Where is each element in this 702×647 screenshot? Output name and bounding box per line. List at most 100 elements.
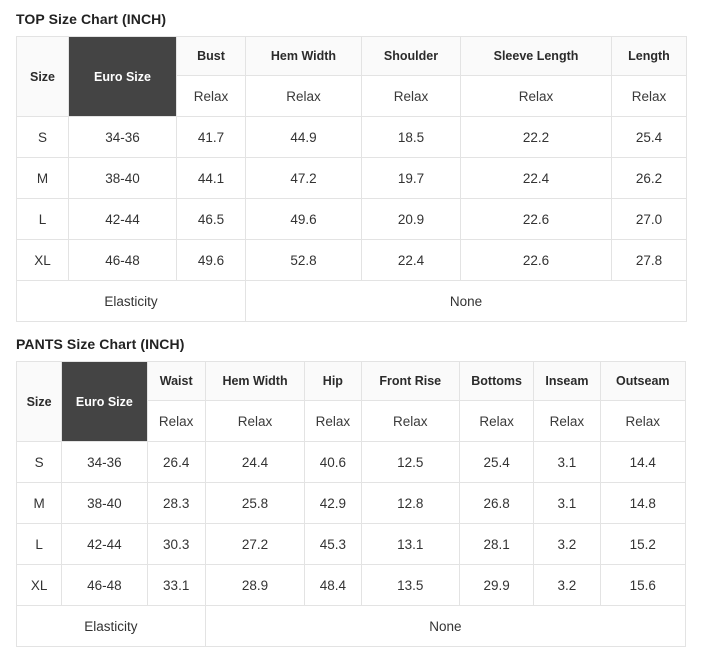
header-metric-sleeve-length: Sleeve Length bbox=[460, 36, 612, 76]
cell-measurement: 27.8 bbox=[611, 239, 687, 281]
cell-measurement: 27.2 bbox=[204, 523, 306, 565]
header-row-fit: Relax Relax Relax Relax Relax Relax Relax bbox=[17, 400, 687, 442]
cell-euro-size: 38-40 bbox=[68, 157, 177, 199]
cell-measurement: 25.4 bbox=[458, 441, 535, 483]
cell-euro-size: 38-40 bbox=[61, 482, 148, 524]
cell-measurement: 27.0 bbox=[611, 198, 687, 240]
header-metric-shoulder: Shoulder bbox=[361, 36, 461, 76]
header-fit-label: Relax bbox=[304, 400, 362, 442]
cell-measurement: 15.2 bbox=[599, 523, 687, 565]
cell-measurement: 24.4 bbox=[204, 441, 306, 483]
cell-measurement: 52.8 bbox=[245, 239, 362, 281]
cell-measurement: 12.5 bbox=[360, 441, 460, 483]
cell-measurement: 40.6 bbox=[304, 441, 362, 483]
header-fit-label: Relax bbox=[204, 400, 306, 442]
cell-measurement: 22.4 bbox=[460, 157, 612, 199]
header-metric-hem-width: Hem Width bbox=[204, 361, 306, 401]
cell-measurement: 14.4 bbox=[599, 441, 687, 483]
cell-measurement: 26.2 bbox=[611, 157, 687, 199]
cell-measurement: 25.4 bbox=[611, 116, 687, 158]
header-fit-label: Relax bbox=[599, 400, 687, 442]
cell-measurement: 20.9 bbox=[361, 198, 461, 240]
cell-measurement: 22.6 bbox=[460, 239, 612, 281]
cell-measurement: 3.1 bbox=[533, 441, 601, 483]
header-metric-inseam: Inseam bbox=[533, 361, 601, 401]
cell-size: L bbox=[16, 198, 69, 240]
table-row: M 38-40 28.3 25.8 42.9 12.8 26.8 3.1 14.8 bbox=[15, 482, 687, 524]
cell-measurement: 28.9 bbox=[204, 564, 306, 606]
header-metric-waist: Waist bbox=[146, 361, 206, 401]
header-fit-label: Relax bbox=[533, 400, 601, 442]
header-fit-label: Relax bbox=[146, 400, 206, 442]
header-metric-outseam: Outseam bbox=[599, 361, 687, 401]
elasticity-value: None bbox=[245, 280, 687, 322]
cell-measurement: 41.7 bbox=[176, 116, 246, 158]
cell-size: S bbox=[15, 441, 63, 483]
cell-euro-size: 46-48 bbox=[68, 239, 177, 281]
cell-measurement: 44.9 bbox=[245, 116, 362, 158]
table-row: XL 46-48 49.6 52.8 22.4 22.6 27.8 bbox=[16, 239, 687, 281]
header-size: Size bbox=[16, 36, 69, 117]
cell-measurement: 3.2 bbox=[533, 564, 601, 606]
cell-measurement: 12.8 bbox=[360, 482, 460, 524]
cell-measurement: 28.3 bbox=[146, 482, 206, 524]
header-fit-label: Relax bbox=[245, 75, 362, 117]
header-metric-hip: Hip bbox=[304, 361, 362, 401]
cell-measurement: 15.6 bbox=[599, 564, 687, 606]
cell-size: XL bbox=[15, 564, 63, 606]
table-row: S 34-36 41.7 44.9 18.5 22.2 25.4 bbox=[16, 116, 687, 158]
header-fit-label: Relax bbox=[458, 400, 535, 442]
header-euro-size: Euro Size bbox=[68, 36, 177, 117]
header-metric-bust: Bust bbox=[176, 36, 246, 76]
cell-size: XL bbox=[16, 239, 69, 281]
elasticity-value: None bbox=[204, 605, 687, 647]
header-metric-bottoms: Bottoms bbox=[458, 361, 535, 401]
chart-title-top: TOP Size Chart (INCH) bbox=[16, 11, 167, 27]
table-row: M 38-40 44.1 47.2 19.7 22.4 26.2 bbox=[16, 157, 687, 199]
header-size: Size bbox=[15, 361, 63, 442]
cell-euro-size: 46-48 bbox=[61, 564, 148, 606]
cell-measurement: 18.5 bbox=[361, 116, 461, 158]
size-chart-block-top: TOP Size Chart (INCH) Size Euro Size Bust He… bbox=[16, 11, 687, 322]
elasticity-label: Elasticity bbox=[16, 605, 206, 647]
header-fit-label: Relax bbox=[176, 75, 246, 117]
cell-measurement: 13.5 bbox=[360, 564, 460, 606]
cell-size: M bbox=[16, 157, 69, 199]
cell-measurement: 30.3 bbox=[146, 523, 206, 565]
cell-size: S bbox=[16, 116, 69, 158]
cell-measurement: 47.2 bbox=[245, 157, 362, 199]
cell-measurement: 33.1 bbox=[146, 564, 206, 606]
table-row: S 34-36 26.4 24.4 40.6 12.5 25.4 3.1 14.4 bbox=[15, 441, 687, 483]
cell-measurement: 49.6 bbox=[245, 198, 362, 240]
cell-euro-size: 42-44 bbox=[61, 523, 148, 565]
header-euro-size: Euro Size bbox=[61, 361, 148, 442]
cell-measurement: 22.4 bbox=[361, 239, 461, 281]
cell-euro-size: 42-44 bbox=[68, 198, 177, 240]
table-row: L 42-44 46.5 49.6 20.9 22.6 27.0 bbox=[16, 198, 687, 240]
cell-measurement: 14.8 bbox=[599, 482, 687, 524]
cell-measurement: 19.7 bbox=[361, 157, 461, 199]
cell-size: M bbox=[15, 482, 63, 524]
cell-measurement: 25.8 bbox=[204, 482, 306, 524]
cell-measurement: 48.4 bbox=[304, 564, 362, 606]
size-chart-block-pants: PANTS Size Chart (INCH) Size Euro Size Wais… bbox=[15, 336, 687, 647]
table-row: XL 46-48 33.1 28.9 48.4 13.5 29.9 3.2 15.6 bbox=[15, 564, 687, 606]
size-table-top: Size Euro Size Bust Hem Width Shoulder Sleeve… bbox=[16, 36, 687, 322]
cell-measurement: 13.1 bbox=[360, 523, 460, 565]
header-row-metrics: Size Euro Size Waist Hem Width Hip Front Rise… bbox=[15, 361, 687, 442]
header-metric-length: Length bbox=[611, 36, 687, 76]
cell-euro-size: 34-36 bbox=[61, 441, 148, 483]
cell-euro-size: 34-36 bbox=[68, 116, 177, 158]
cell-measurement: 29.9 bbox=[458, 564, 535, 606]
header-row-fit: Relax Relax Relax Relax Relax bbox=[17, 75, 687, 117]
cell-measurement: 45.3 bbox=[304, 523, 362, 565]
elasticity-row: Elasticity None bbox=[16, 605, 687, 647]
cell-size: L bbox=[15, 523, 63, 565]
size-charts-container: TOP Size Chart (INCH) Size Euro Size Bust He… bbox=[15, 11, 687, 647]
header-fit-label: Relax bbox=[611, 75, 687, 117]
cell-measurement: 26.8 bbox=[458, 482, 535, 524]
cell-measurement: 46.5 bbox=[176, 198, 246, 240]
cell-measurement: 22.2 bbox=[460, 116, 612, 158]
header-fit-label: Relax bbox=[361, 75, 461, 117]
cell-measurement: 3.1 bbox=[533, 482, 601, 524]
